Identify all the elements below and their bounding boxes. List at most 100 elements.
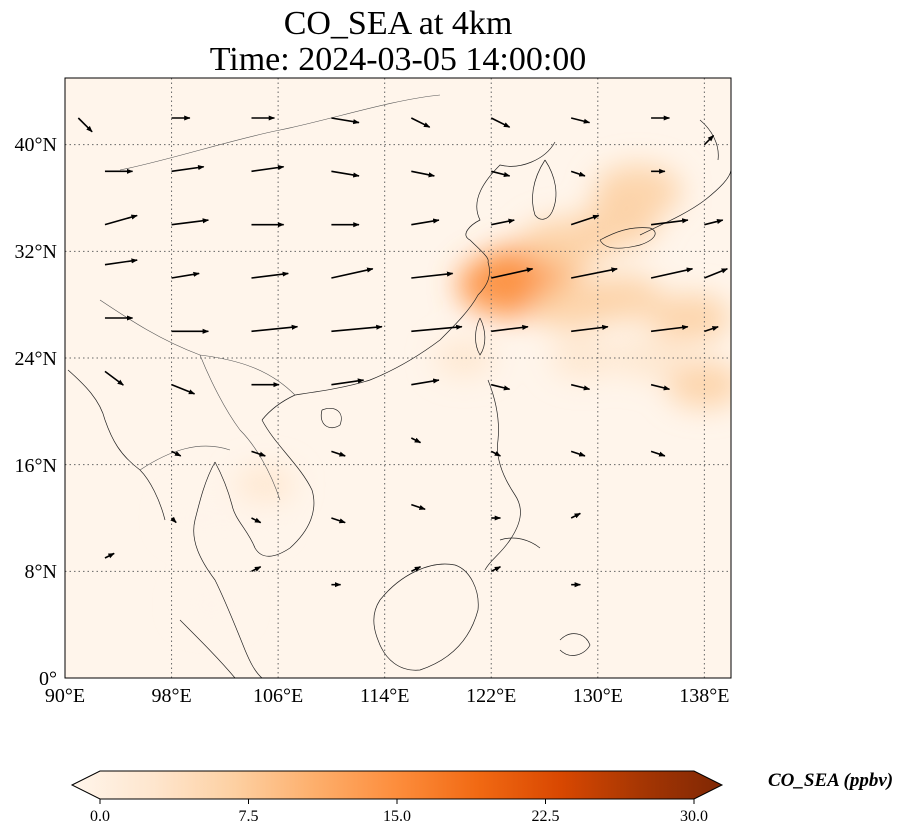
wind-vector-arrow [251,324,299,333]
wind-vector-arrow [411,218,440,226]
wind-vector-arrow [251,566,262,573]
wind-vector-arrow [650,267,694,279]
wind-vector-arrow [703,134,715,146]
wind-vector-arrow [490,566,502,573]
wind-vectors [77,115,728,588]
map-title: CO_SEA at 4km [283,5,513,42]
co-plume-cell [169,500,228,536]
wind-vector-arrow [490,117,511,128]
wind-vector-arrow [411,324,463,333]
colorbar-tick-7-5: 7.5 [239,808,259,825]
y-tick-0: 0° [39,668,57,690]
wind-vector-arrow [331,170,360,178]
wind-vector-arrow [171,218,209,226]
wind-vector-arrow [411,271,454,279]
map-area [64,77,732,679]
x-tick-130e: 130°E [573,685,623,707]
wind-vector-arrow [704,218,724,226]
wind-vector-arrow [331,517,346,524]
wind-vector-arrow [410,566,422,573]
wind-vector-arrow [104,258,138,266]
colorbar: 0.0 7.5 15.0 22.5 30.0 [70,770,724,825]
wind-vector-arrow [704,325,719,333]
co-plume-cell [550,337,619,379]
wind-vector-arrow [570,512,581,519]
x-tick-114e: 114°E [360,685,409,707]
y-tick-8n: 8°N [25,561,57,583]
wind-vector-arrow [650,218,689,226]
y-tick-24n: 24°N [15,348,57,370]
x-tick-138e: 138°E [679,685,729,707]
co-plume-cell [222,500,281,536]
wind-vector-arrow [251,517,262,524]
wind-vector-arrow [171,450,182,457]
wind-vector-arrow [331,324,383,333]
x-tick-90e: 90°E [45,685,85,707]
co-concentration-field [169,164,731,623]
co-plume-cell [586,274,663,322]
y-tick-16n: 16°N [15,455,57,477]
wind-vector-arrow [251,271,289,279]
wind-vector-arrow [104,552,115,559]
x-tick-98e: 98°E [151,685,191,707]
wind-vector-arrow [570,450,586,457]
wind-vector-arrow [171,383,196,395]
wind-vector-arrow [570,117,591,124]
wind-vector-arrow [104,214,138,226]
y-tick-32n: 32°N [15,241,57,263]
colorbar-bar [70,770,724,800]
wind-vector-arrow [571,267,618,279]
y-tick-40n: 40°N [15,134,57,156]
wind-vector-arrow [171,165,205,173]
wind-vector-arrow [104,370,124,386]
map-frame [64,77,732,679]
map-subtitle-time: Time: 2024-03-05 14:00:00 [209,41,587,78]
gridlines [65,78,731,678]
wind-vector-arrow [570,170,586,177]
wind-vector-arrow [491,383,511,391]
wind-vector-arrow [411,378,440,386]
wind-vector-arrow [331,450,346,457]
co-plume-cell [651,293,731,343]
wind-vector-arrow [251,165,285,173]
wind-vector-arrow [411,170,435,178]
wind-vector-arrow [570,214,600,226]
wind-vector-arrow [410,437,422,444]
wind-vector-arrow [331,117,360,125]
wind-vector-arrow [171,271,200,279]
colorbar-tick-22-5: 22.5 [532,808,560,825]
co-plume-cell [666,361,731,408]
colorbar-label: CO_SEA (ppbv) [768,770,894,791]
y-axis-ticks: 0° 8°N 16°N 24°N 32°N 40°N [15,134,57,690]
wind-vector-arrow [331,267,374,279]
co-plume-cell [434,339,495,377]
coastlines [67,119,731,678]
x-tick-106e: 106°E [253,685,303,707]
wind-vector-arrow [570,383,591,391]
wind-vector-arrow [650,324,689,333]
wind-vector-arrow [77,117,93,133]
wind-vector-arrow [650,383,671,391]
wind-vector-arrow [704,268,728,279]
wind-vector-arrow [331,378,365,386]
x-tick-122e: 122°E [466,685,516,707]
wind-vector-arrow [251,450,266,457]
colorbar-tick-0: 0.0 [90,808,110,825]
wind-vector-arrow [491,170,511,178]
co-plume-cell [234,466,295,504]
co-plume-cell [577,200,658,250]
colorbar-tick-15: 15.0 [383,808,411,825]
wind-vector-arrow [491,324,529,333]
co-plume-cell [182,586,241,623]
x-axis-ticks: 90°E 98°E 106°E 114°E 122°E 130°E 138°E [45,685,730,707]
wind-vector-arrow [491,218,515,226]
wind-vector-arrow [491,267,534,279]
wind-vector-arrow [411,503,426,511]
wind-vector-arrow [650,450,666,457]
wind-vector-arrow [170,516,177,524]
wind-vector-arrow [410,117,431,128]
wind-vector-arrow [490,450,502,457]
wind-vector-arrow [571,324,609,333]
colorbar-tick-30: 30.0 [680,808,708,825]
